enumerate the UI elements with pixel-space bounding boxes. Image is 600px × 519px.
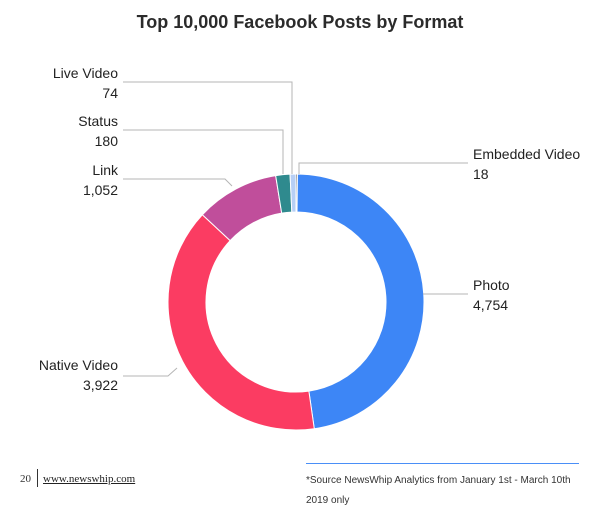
slice-value-embedded-video: 18 bbox=[473, 166, 489, 182]
slice-value-native-video: 3,922 bbox=[83, 377, 118, 393]
slice-value-link: 1,052 bbox=[83, 182, 118, 198]
slice-label-embedded-video: Embedded Video bbox=[473, 146, 580, 162]
leader-line-native-video bbox=[123, 367, 178, 377]
slice-value-live-video: 74 bbox=[102, 85, 118, 101]
slice-label-status: Status bbox=[78, 113, 118, 129]
slice-photo bbox=[296, 173, 425, 430]
slice-label-native-video: Native Video bbox=[39, 357, 118, 373]
source-note: *Source NewsWhip Analytics from January … bbox=[306, 475, 571, 506]
page-number: 20 bbox=[20, 473, 31, 485]
leader-line-status bbox=[123, 129, 284, 174]
slice-value-photo: 4,754 bbox=[473, 297, 508, 313]
slice-label-photo: Photo bbox=[473, 277, 510, 293]
source-divider bbox=[306, 463, 579, 464]
leader-line-live-video bbox=[123, 81, 293, 174]
footer-link[interactable]: www.newswhip.com bbox=[43, 473, 136, 485]
slice-label-link: Link bbox=[92, 162, 119, 178]
footer-divider bbox=[37, 469, 38, 487]
slice-native-video bbox=[167, 214, 315, 431]
slice-label-live-video: Live Video bbox=[53, 65, 118, 81]
slice-live-video bbox=[289, 173, 297, 213]
leader-line-embedded-video bbox=[298, 162, 468, 174]
slice-value-status: 180 bbox=[95, 133, 119, 149]
chart-title: Top 10,000 Facebook Posts by Format bbox=[136, 12, 464, 32]
leader-line-link bbox=[123, 178, 233, 187]
